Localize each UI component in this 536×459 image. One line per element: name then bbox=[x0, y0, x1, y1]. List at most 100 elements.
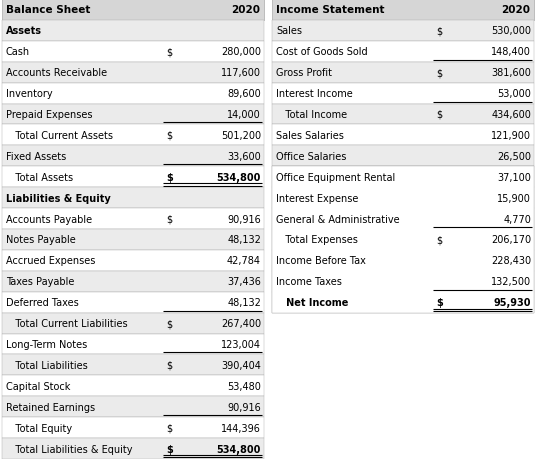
Text: Total Current Assets: Total Current Assets bbox=[6, 131, 113, 140]
Text: $: $ bbox=[166, 214, 172, 224]
Text: 90,916: 90,916 bbox=[227, 214, 261, 224]
Text: 434,600: 434,600 bbox=[491, 110, 531, 120]
Text: Inventory: Inventory bbox=[6, 89, 53, 99]
Text: Sales: Sales bbox=[276, 26, 302, 36]
Text: $: $ bbox=[436, 297, 443, 308]
Text: $: $ bbox=[166, 131, 172, 140]
Bar bbox=[272, 21, 534, 42]
Text: 206,170: 206,170 bbox=[491, 235, 531, 245]
Text: Assets: Assets bbox=[6, 26, 42, 36]
Bar bbox=[2, 104, 264, 125]
Bar bbox=[272, 146, 534, 167]
Text: Total Assets: Total Assets bbox=[6, 172, 73, 182]
Text: Interest Income: Interest Income bbox=[276, 89, 353, 99]
Bar bbox=[272, 292, 534, 313]
Text: Total Liabilities & Equity: Total Liabilities & Equity bbox=[6, 443, 132, 453]
Bar bbox=[2, 271, 264, 292]
Text: Total Current Liabilities: Total Current Liabilities bbox=[6, 319, 128, 328]
Text: 95,930: 95,930 bbox=[494, 297, 531, 308]
Text: $: $ bbox=[166, 47, 172, 57]
Text: 121,900: 121,900 bbox=[491, 131, 531, 140]
Bar bbox=[272, 209, 534, 230]
Text: Balance Sheet: Balance Sheet bbox=[6, 6, 91, 16]
Text: 144,396: 144,396 bbox=[221, 423, 261, 433]
Text: 280,000: 280,000 bbox=[221, 47, 261, 57]
Text: $: $ bbox=[436, 110, 442, 120]
Bar bbox=[2, 292, 264, 313]
Text: 26,500: 26,500 bbox=[497, 151, 531, 162]
Text: 33,600: 33,600 bbox=[227, 151, 261, 162]
Text: Capital Stock: Capital Stock bbox=[6, 381, 70, 391]
Bar bbox=[2, 0, 264, 21]
Text: Sales Salaries: Sales Salaries bbox=[276, 131, 344, 140]
Bar bbox=[272, 230, 534, 250]
Bar bbox=[2, 355, 264, 375]
Text: 534,800: 534,800 bbox=[217, 443, 261, 453]
Text: $: $ bbox=[166, 443, 173, 453]
Bar bbox=[2, 230, 264, 250]
Bar bbox=[2, 209, 264, 230]
Text: 534,800: 534,800 bbox=[217, 172, 261, 182]
Bar bbox=[2, 42, 264, 62]
Bar bbox=[2, 375, 264, 397]
Text: 132,500: 132,500 bbox=[491, 277, 531, 287]
Text: 90,916: 90,916 bbox=[227, 402, 261, 412]
Text: 501,200: 501,200 bbox=[221, 131, 261, 140]
Text: Long-Term Notes: Long-Term Notes bbox=[6, 339, 87, 349]
Text: $: $ bbox=[436, 235, 442, 245]
Text: 148,400: 148,400 bbox=[491, 47, 531, 57]
Text: Interest Expense: Interest Expense bbox=[276, 193, 359, 203]
Bar bbox=[2, 397, 264, 417]
Text: 117,600: 117,600 bbox=[221, 68, 261, 78]
Bar bbox=[2, 146, 264, 167]
Text: Total Equity: Total Equity bbox=[6, 423, 72, 433]
Bar bbox=[2, 21, 264, 42]
Text: 390,404: 390,404 bbox=[221, 360, 261, 370]
Text: 530,000: 530,000 bbox=[491, 26, 531, 36]
Text: 37,436: 37,436 bbox=[227, 277, 261, 287]
Text: 381,600: 381,600 bbox=[491, 68, 531, 78]
Text: Income Before Tax: Income Before Tax bbox=[276, 256, 366, 266]
Bar bbox=[272, 62, 534, 84]
Text: Total Income: Total Income bbox=[276, 110, 347, 120]
Bar bbox=[2, 84, 264, 104]
Text: 42,784: 42,784 bbox=[227, 256, 261, 266]
Bar bbox=[2, 438, 264, 459]
Text: $: $ bbox=[436, 68, 442, 78]
Text: 53,000: 53,000 bbox=[497, 89, 531, 99]
Text: 15,900: 15,900 bbox=[497, 193, 531, 203]
Bar bbox=[272, 188, 534, 209]
Bar bbox=[2, 313, 264, 334]
Text: 228,430: 228,430 bbox=[491, 256, 531, 266]
Bar bbox=[272, 84, 534, 104]
Bar bbox=[2, 334, 264, 355]
Text: Taxes Payable: Taxes Payable bbox=[6, 277, 75, 287]
Bar bbox=[2, 167, 264, 188]
Bar bbox=[272, 271, 534, 292]
Bar bbox=[272, 104, 534, 125]
Bar bbox=[272, 250, 534, 271]
Text: General & Administrative: General & Administrative bbox=[276, 214, 400, 224]
Bar bbox=[2, 188, 264, 209]
Text: Office Equipment Rental: Office Equipment Rental bbox=[276, 172, 395, 182]
Bar bbox=[2, 250, 264, 271]
Text: 267,400: 267,400 bbox=[221, 319, 261, 328]
Text: Total Liabilities: Total Liabilities bbox=[6, 360, 88, 370]
Text: $: $ bbox=[166, 319, 172, 328]
Text: Office Salaries: Office Salaries bbox=[276, 151, 346, 162]
Text: Liabilities & Equity: Liabilities & Equity bbox=[6, 193, 111, 203]
Text: 2020: 2020 bbox=[501, 6, 530, 16]
Text: Notes Payable: Notes Payable bbox=[6, 235, 76, 245]
Text: Accounts Receivable: Accounts Receivable bbox=[6, 68, 107, 78]
Text: Income Taxes: Income Taxes bbox=[276, 277, 342, 287]
Text: 37,100: 37,100 bbox=[497, 172, 531, 182]
Text: Gross Profit: Gross Profit bbox=[276, 68, 332, 78]
Text: Fixed Assets: Fixed Assets bbox=[6, 151, 66, 162]
Bar bbox=[272, 125, 534, 146]
Text: $: $ bbox=[436, 26, 442, 36]
Bar bbox=[272, 42, 534, 62]
Bar bbox=[2, 125, 264, 146]
Bar bbox=[272, 167, 534, 313]
Text: Total Expenses: Total Expenses bbox=[276, 235, 358, 245]
Text: 48,132: 48,132 bbox=[227, 297, 261, 308]
